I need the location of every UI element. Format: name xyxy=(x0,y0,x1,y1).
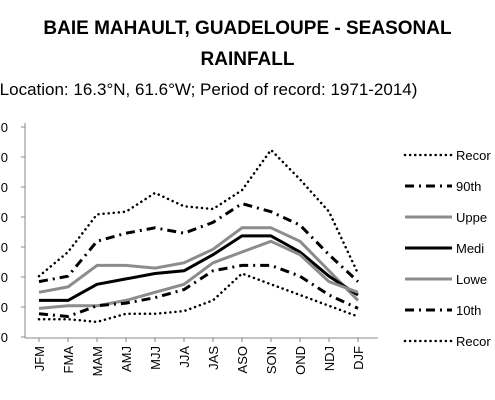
y-tick-label: 0 xyxy=(1,270,8,285)
x-tick-label: AMJ xyxy=(119,346,134,372)
x-tick-label: FMA xyxy=(61,346,76,374)
y-tick-label: 0 xyxy=(1,180,8,195)
series-line-3 xyxy=(38,226,360,302)
y-tick-label: 0 xyxy=(1,150,8,165)
x-tick-label: JJA xyxy=(177,346,192,368)
series-line-5 xyxy=(38,239,359,310)
chart-title-line-1: BAIE MAHAULT, GUADELOUPE - SEASONAL xyxy=(43,18,452,39)
x-tick-label: MAM xyxy=(90,346,105,376)
series-line-6 xyxy=(38,263,359,318)
chart-subtitle: (Location: 16.3°N, 61.6°W; Period of rec… xyxy=(0,80,418,99)
legend: Recor 90th Uppe Medi Lowe 10th Recor xyxy=(403,148,491,349)
legend-label-6: 10th xyxy=(456,303,481,318)
y-tick-label: 0 xyxy=(1,330,8,345)
x-tick-label: JFM xyxy=(32,346,47,371)
legend-label-3: Uppe xyxy=(456,210,487,225)
legend-label-1: Recor xyxy=(456,148,491,163)
x-tick-label: NDJ xyxy=(322,346,337,371)
legend-label-7: Recor xyxy=(456,334,491,349)
x-tick-label: JAS xyxy=(206,346,221,370)
series-line-4 xyxy=(39,234,359,302)
legend-label-2: 90th xyxy=(456,179,481,194)
legend-label-4: Medi xyxy=(456,241,484,256)
series-lines xyxy=(37,148,360,324)
series-line-1 xyxy=(37,148,360,278)
series-line-2 xyxy=(38,202,360,284)
legend-label-5: Lowe xyxy=(456,272,487,287)
x-tick-label: SON xyxy=(264,346,279,374)
x-tick-label: MJJ xyxy=(148,346,163,370)
x-tick-label: OND xyxy=(293,346,308,375)
y-tick-label: 0 xyxy=(1,240,8,255)
chart-title-line-2: RAINFALL xyxy=(200,49,295,70)
series-line-7 xyxy=(37,272,360,324)
x-tick-label: DJF xyxy=(351,346,366,370)
y-tick-label: 0 xyxy=(1,120,8,135)
x-tick-label: ASO xyxy=(235,346,250,373)
y-tick-label: 0 xyxy=(1,300,8,315)
y-tick-label: 0 xyxy=(1,210,8,225)
axes: 0 0 0 0 0 0 0 0 JFM FMA MAM AMJ MJJ JJA JAS ASO SON OND ND… xyxy=(1,120,378,376)
